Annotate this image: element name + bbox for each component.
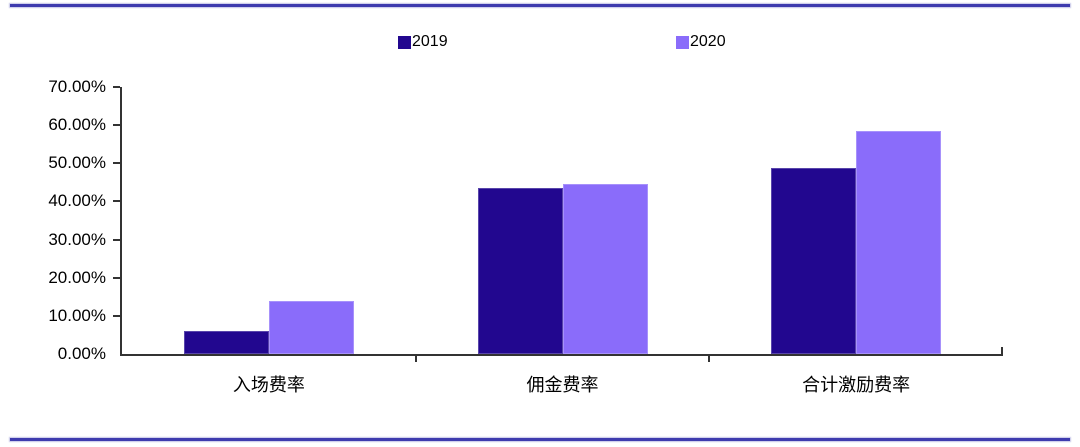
x-axis-end-tick: [1001, 347, 1003, 356]
plot-area: [120, 87, 1003, 356]
y-tick-label: 50.00%: [48, 153, 106, 173]
y-tick-label: 30.00%: [48, 229, 106, 249]
legend-label-2020: 2020: [690, 33, 726, 50]
bar-2020-合计激励费率: [856, 130, 942, 354]
y-tick-mark: [113, 276, 120, 279]
x-tick-mark: [414, 356, 417, 362]
bar-2020-佣金费率: [562, 184, 648, 354]
y-tick-mark: [113, 124, 120, 127]
y-tick-mark: [113, 86, 120, 88]
legend-item-2020: 2020: [676, 33, 726, 51]
legend-item-2019: 2019: [398, 33, 448, 51]
y-tick-mark: [113, 314, 120, 317]
bar-2019-入场费率: [183, 331, 269, 354]
bottom-border-line: [10, 438, 1070, 441]
x-tick-mark: [708, 356, 711, 362]
y-tick-label: 0.00%: [57, 344, 106, 363]
y-tick-label: 60.00%: [48, 115, 106, 135]
y-tick-label: 70.00%: [48, 77, 106, 96]
legend-label-2019: 2019: [412, 33, 448, 50]
bar-2020-入场费率: [268, 300, 354, 354]
x-category-label: 佣金费率: [526, 375, 599, 395]
legend-swatch-2019: [398, 35, 411, 49]
x-category-label: 入场费率: [232, 375, 305, 395]
y-tick-label: 10.00%: [48, 305, 106, 325]
y-tick-label: 40.00%: [48, 191, 106, 211]
top-border-line: [10, 4, 1070, 7]
y-tick-label: 20.00%: [48, 267, 106, 287]
bar-2019-佣金费率: [477, 188, 563, 354]
x-category-label: 合计激励费率: [802, 375, 911, 395]
y-tick-mark: [113, 162, 120, 165]
y-tick-mark: [113, 238, 120, 241]
legend-swatch-2020: [676, 35, 689, 49]
bar-2019-合计激励费率: [771, 167, 857, 354]
y-tick-mark: [113, 200, 120, 203]
